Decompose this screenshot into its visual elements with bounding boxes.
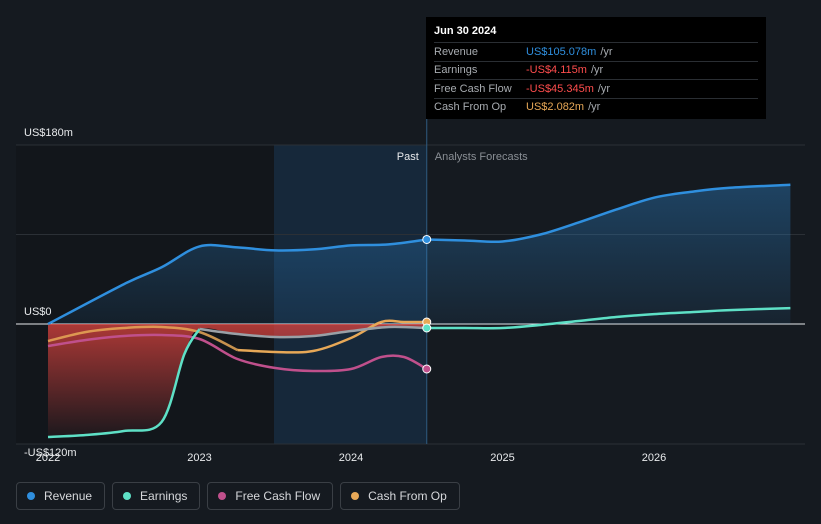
tooltip-unit: /yr [590,64,604,77]
tooltip-unit: /yr [600,45,613,58]
legend-item-cash-from-op[interactable]: Cash From Op [340,482,460,510]
earnings-line-past [199,325,427,339]
revenue-point [422,234,432,244]
earnings-line-forecast [426,306,791,330]
legend-label: Free Cash Flow [235,489,321,503]
legend: Revenue Earnings Free Cash Flow Cash Fro… [16,482,460,512]
legend-dot-icon [123,492,132,500]
legend-dot-icon [351,492,360,500]
legend-label: Cash From Op [368,489,447,503]
tooltip-label: Cash From Op [434,101,507,114]
tooltip-unit: /yr [597,82,611,95]
earnings-line-early [47,328,201,439]
legend-dot-icon [218,492,227,500]
revenue-line-past [47,238,427,326]
legend-label: Revenue [44,489,93,503]
x-tick-label: 2024 [339,452,363,464]
y-axis-label: -US$120m [24,447,77,459]
x-tick-label: 2025 [490,452,514,464]
tooltip-label: Revenue [434,45,479,58]
tooltip-value: -US$45.345m [526,82,594,95]
y-axis-label: US$180m [24,127,73,139]
tooltip-row-revenue: Revenue US$105.078m /yr [434,42,758,61]
past-label: Past [397,151,419,163]
free-cash-flow-line-past [47,333,428,373]
tooltip-value: US$2.082m [526,101,585,114]
y-axis-label: US$0 [24,306,52,318]
cash-from-op-line-early [47,325,238,352]
tooltip-unit: /yr [588,101,601,114]
tooltip-value: -US$4.115m [526,64,587,77]
tooltip-row-cash-from-op: Cash From Op US$2.082m /yr [434,97,758,117]
legend-item-revenue[interactable]: Revenue [16,482,106,510]
tooltip-value: US$105.078m [526,45,597,58]
x-tick-label: 2023 [187,452,211,464]
x-tick-label: 2022 [36,452,60,464]
tooltip-label: Free Cash Flow [434,82,512,95]
cash-from-op-line-past [237,319,427,354]
legend-dot-icon [27,492,35,500]
legend-item-earnings[interactable]: Earnings [112,482,201,510]
revenue-area [48,184,791,324]
tooltip-row-free-cash-flow: Free Cash Flow -US$45.345m /yr [434,79,758,98]
tooltip-panel: Jun 30 2024 Revenue US$105.078m /yr Earn… [426,17,766,119]
earnings-point [422,323,432,333]
legend-label: Earnings [140,489,188,503]
loss-area [48,324,427,437]
tooltip-row-earnings: Earnings -US$4.115m /yr [434,60,758,80]
x-tick-label: 2026 [642,452,666,464]
revenue-line-forecast [426,183,791,244]
forecast-label: Analysts Forecasts [435,151,528,163]
free-cash-flow-point [422,364,432,374]
tooltip-label: Earnings [434,64,478,77]
legend-item-free-cash-flow[interactable]: Free Cash Flow [207,482,334,510]
tooltip-date: Jun 30 2024 [434,25,497,37]
